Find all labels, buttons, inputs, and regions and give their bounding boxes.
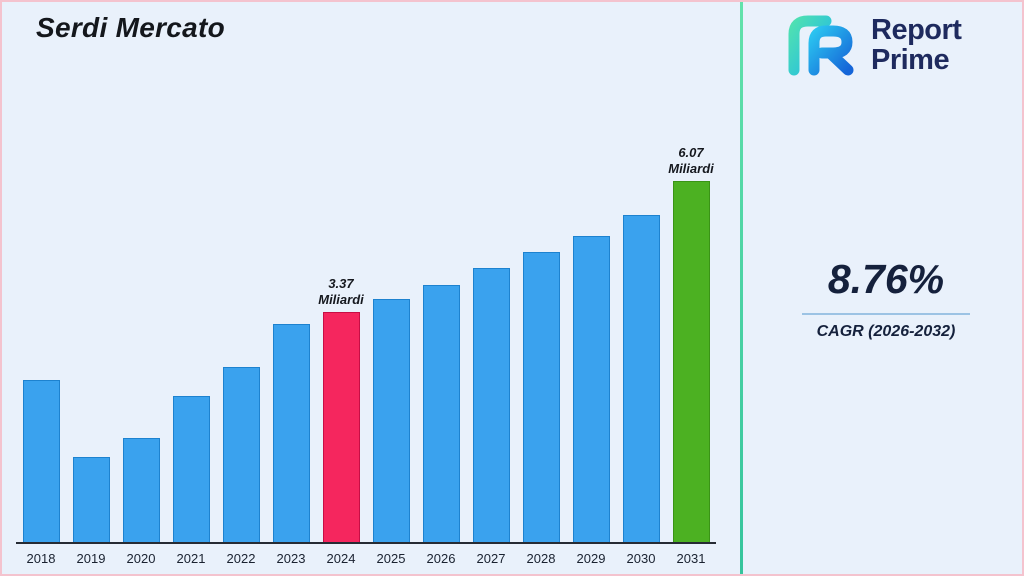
- bar-2022: [222, 367, 260, 542]
- bar-2024: [322, 312, 360, 542]
- bar-2027: [472, 268, 510, 542]
- bar-2023: [272, 324, 310, 542]
- page-title: Serdi Mercato: [36, 12, 226, 43]
- x-tick-2031: 2031: [676, 551, 706, 566]
- x-tick-2021: 2021: [176, 551, 206, 566]
- bars-row: 3.37 Miliardi 6.07 Miliardi: [16, 145, 716, 544]
- bar-value-label-2024: 3.37 Miliardi: [318, 276, 364, 307]
- bar-2031: [672, 181, 710, 542]
- brand-name-line2: Prime: [871, 44, 950, 76]
- bar-2018: [22, 380, 60, 542]
- panel-divider-line: [740, 2, 743, 574]
- bar-2021: [172, 396, 210, 542]
- cagr-value: 8.76%: [827, 256, 945, 302]
- bar-chart: 3.37 Miliardi 6.07 Miliardi 2018 2019 2020 202…: [16, 145, 716, 566]
- bar-2019: [72, 457, 110, 542]
- x-tick-2025: 2025: [376, 551, 406, 566]
- bar-column-2019: [66, 457, 116, 542]
- bar-column-2031: 6.07 Miliardi: [666, 145, 716, 542]
- cagr-underline: [802, 313, 970, 315]
- bar-2030: [622, 215, 660, 542]
- bar-2026: [422, 285, 460, 542]
- bar-2020: [122, 438, 160, 542]
- x-tick-2026: 2026: [426, 551, 456, 566]
- bar-column-2023: [266, 324, 316, 542]
- bar-2029: [572, 236, 610, 542]
- report-prime-logo-icon: [788, 15, 854, 76]
- x-tick-2022: 2022: [226, 551, 256, 566]
- bar-column-2026: [416, 285, 466, 542]
- cagr-stat-block: 8.76% CAGR (2026-2032): [802, 256, 970, 341]
- x-axis-labels: 2018 2019 2020 2021 2022 2023 2024 2025 2026 2027…: [16, 544, 716, 566]
- bar-column-2030: [616, 215, 666, 542]
- bar-2028: [522, 252, 560, 542]
- x-tick-2029: 2029: [576, 551, 606, 566]
- x-tick-2027: 2027: [476, 551, 506, 566]
- bar-column-2024: 3.37 Miliardi: [316, 276, 366, 542]
- bar-column-2020: [116, 438, 166, 542]
- bar-column-2025: [366, 299, 416, 542]
- brand-name: Report Prime: [871, 13, 962, 76]
- bar-column-2027: [466, 268, 516, 542]
- bar-column-2029: [566, 236, 616, 542]
- bar-value-label-2031: 6.07 Miliardi: [668, 145, 714, 176]
- brand-logo: Report Prime: [782, 12, 962, 78]
- x-tick-2018: 2018: [26, 551, 56, 566]
- x-tick-2020: 2020: [126, 551, 156, 566]
- x-tick-2019: 2019: [76, 551, 106, 566]
- x-tick-2030: 2030: [626, 551, 656, 566]
- cagr-label: CAGR (2026-2032): [816, 323, 956, 340]
- x-tick-2024: 2024: [326, 551, 356, 566]
- bar-column-2018: [16, 380, 66, 542]
- brand-name-line1: Report: [871, 13, 962, 46]
- x-tick-2023: 2023: [276, 551, 306, 566]
- bar-column-2028: [516, 252, 566, 542]
- x-tick-2028: 2028: [526, 551, 556, 566]
- bar-2025: [372, 299, 410, 542]
- bar-column-2021: [166, 396, 216, 542]
- bar-column-2022: [216, 367, 266, 542]
